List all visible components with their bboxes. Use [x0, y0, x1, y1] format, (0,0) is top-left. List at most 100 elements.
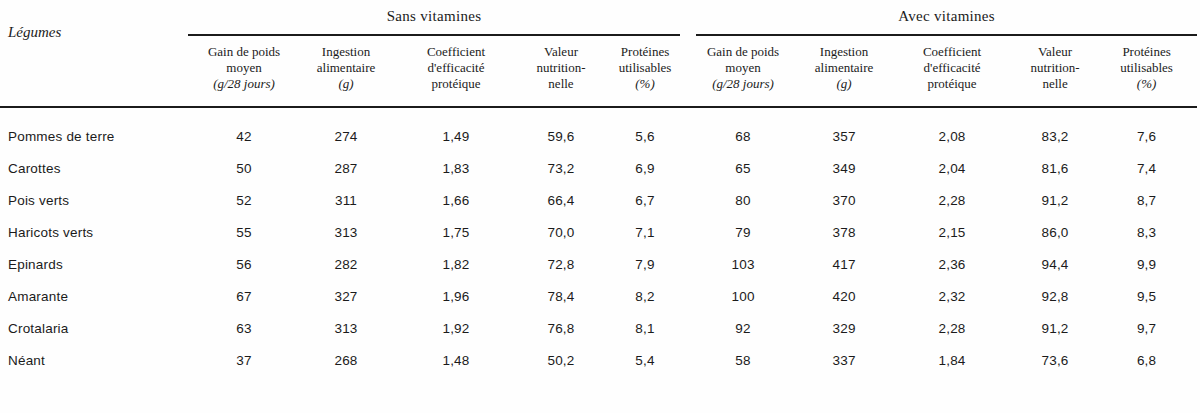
value-cell: 92: [688, 312, 798, 344]
value-cell: 55: [188, 216, 300, 248]
value-cell: 7,4: [1096, 152, 1197, 184]
header-line: Protéines: [604, 44, 686, 60]
value-cell: 8,3: [1096, 216, 1197, 248]
legume-name: Néant: [0, 344, 188, 376]
legume-name: Epinards: [0, 248, 188, 280]
value-cell: 1,66: [392, 184, 520, 216]
header-line: Valeur: [522, 44, 600, 60]
header-unit: (g/28 jours): [190, 76, 298, 92]
legume-name: Haricots verts: [0, 216, 188, 248]
value-cell: 78,4: [520, 280, 602, 312]
header-line: Ingestion: [302, 44, 390, 60]
value-cell: 329: [798, 312, 890, 344]
value-cell: 7,9: [602, 248, 688, 280]
value-cell: 282: [300, 248, 392, 280]
value-cell: 337: [798, 344, 890, 376]
header-line: Gain de poids: [190, 44, 298, 60]
value-cell: 274: [300, 107, 392, 152]
value-cell: 76,8: [520, 312, 602, 344]
value-cell: 42: [188, 107, 300, 152]
table-row: Epinards 56 282 1,82 72,8 7,9 103 417 2,…: [0, 248, 1197, 280]
value-cell: 1,82: [392, 248, 520, 280]
column-header-valeur-avec: Valeur nutrition- nelle: [1014, 36, 1096, 107]
legume-name: Amarante: [0, 280, 188, 312]
header-line: protéique: [892, 76, 1012, 92]
column-header-ingestion-sans: Ingestion alimentaire (g): [300, 36, 392, 107]
header-line: nutrition-: [1016, 60, 1094, 76]
nutrition-table: Légumes Sans vitamines Avec vitamines Ga…: [0, 2, 1197, 376]
column-header-gain-avec: Gain de poids moyen (g/28 jours): [688, 36, 798, 107]
header-line: nutrition-: [522, 60, 600, 76]
value-cell: 91,2: [1014, 184, 1096, 216]
value-cell: 92,8: [1014, 280, 1096, 312]
header-line: utilisables: [604, 60, 686, 76]
value-cell: 100: [688, 280, 798, 312]
value-cell: 94,4: [1014, 248, 1096, 280]
header-line: moyen: [690, 60, 796, 76]
header-line: nelle: [1016, 76, 1094, 92]
group-header-sans-vitamines: Sans vitamines: [188, 2, 688, 36]
value-cell: 2,36: [890, 248, 1014, 280]
value-cell: 6,9: [602, 152, 688, 184]
header-line: d'efficacité: [892, 60, 1012, 76]
value-cell: 9,9: [1096, 248, 1197, 280]
value-cell: 67: [188, 280, 300, 312]
table-row: Crotalaria 63 313 1,92 76,8 8,1 92 329 2…: [0, 312, 1197, 344]
value-cell: 8,7: [1096, 184, 1197, 216]
header-unit: (g): [800, 76, 888, 92]
value-cell: 83,2: [1014, 107, 1096, 152]
legume-name: Pommes de terre: [0, 107, 188, 152]
value-cell: 349: [798, 152, 890, 184]
header-line: protéique: [394, 76, 518, 92]
value-cell: 50: [188, 152, 300, 184]
value-cell: 1,83: [392, 152, 520, 184]
value-cell: 58: [688, 344, 798, 376]
value-cell: 287: [300, 152, 392, 184]
value-cell: 37: [188, 344, 300, 376]
value-cell: 1,49: [392, 107, 520, 152]
value-cell: 370: [798, 184, 890, 216]
value-cell: 68: [688, 107, 798, 152]
value-cell: 313: [300, 216, 392, 248]
header-line: alimentaire: [800, 60, 888, 76]
value-cell: 417: [798, 248, 890, 280]
header-unit: (g): [302, 76, 390, 92]
value-cell: 5,6: [602, 107, 688, 152]
value-cell: 66,4: [520, 184, 602, 216]
group-label-avec: Avec vitamines: [696, 8, 1197, 36]
column-header-valeur-sans: Valeur nutrition- nelle: [520, 36, 602, 107]
value-cell: 56: [188, 248, 300, 280]
column-header-coefficient-avec: Coefficient d'efficacité protéique: [890, 36, 1014, 107]
column-header-proteines-sans: Protéines utilisables (%): [602, 36, 688, 107]
header-line: alimentaire: [302, 60, 390, 76]
value-cell: 6,7: [602, 184, 688, 216]
legume-name: Pois verts: [0, 184, 188, 216]
group-header-avec-vitamines: Avec vitamines: [688, 2, 1197, 36]
row-header-legumes: Légumes: [0, 2, 188, 107]
value-cell: 50,2: [520, 344, 602, 376]
value-cell: 1,96: [392, 280, 520, 312]
header-unit: (%): [604, 76, 686, 92]
value-cell: 2,28: [890, 184, 1014, 216]
value-cell: 311: [300, 184, 392, 216]
header-line: nelle: [522, 76, 600, 92]
column-header-ingestion-avec: Ingestion alimentaire (g): [798, 36, 890, 107]
value-cell: 1,84: [890, 344, 1014, 376]
table-body: Pommes de terre 42 274 1,49 59,6 5,6 68 …: [0, 107, 1197, 376]
header-line: Gain de poids: [690, 44, 796, 60]
value-cell: 73,2: [520, 152, 602, 184]
value-cell: 59,6: [520, 107, 602, 152]
value-cell: 73,6: [1014, 344, 1096, 376]
value-cell: 81,6: [1014, 152, 1096, 184]
column-header-gain-sans: Gain de poids moyen (g/28 jours): [188, 36, 300, 107]
header-line: moyen: [190, 60, 298, 76]
legumes-label: Légumes: [8, 24, 61, 40]
value-cell: 420: [798, 280, 890, 312]
value-cell: 103: [688, 248, 798, 280]
value-cell: 63: [188, 312, 300, 344]
header-line: d'efficacité: [394, 60, 518, 76]
table-row: Pois verts 52 311 1,66 66,4 6,7 80 370 2…: [0, 184, 1197, 216]
value-cell: 313: [300, 312, 392, 344]
value-cell: 1,75: [392, 216, 520, 248]
table-row: Pommes de terre 42 274 1,49 59,6 5,6 68 …: [0, 107, 1197, 152]
